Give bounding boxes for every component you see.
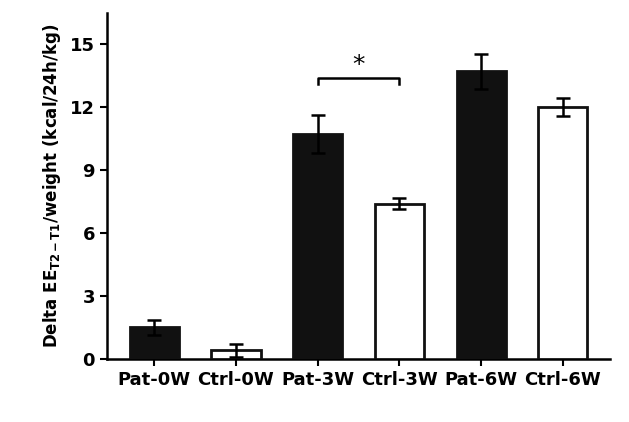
Bar (375, 203, 424, 359)
Bar (211, 350, 260, 359)
Bar (538, 107, 587, 359)
Text: *: * (352, 53, 365, 77)
Y-axis label: Delta EE$_{\mathbf{T2-T1}}$/weight (kcal/24h/kg): Delta EE$_{\mathbf{T2-T1}}$/weight (kcal… (41, 24, 63, 348)
Bar (130, 327, 179, 359)
Bar (457, 71, 506, 359)
Bar (293, 134, 342, 359)
